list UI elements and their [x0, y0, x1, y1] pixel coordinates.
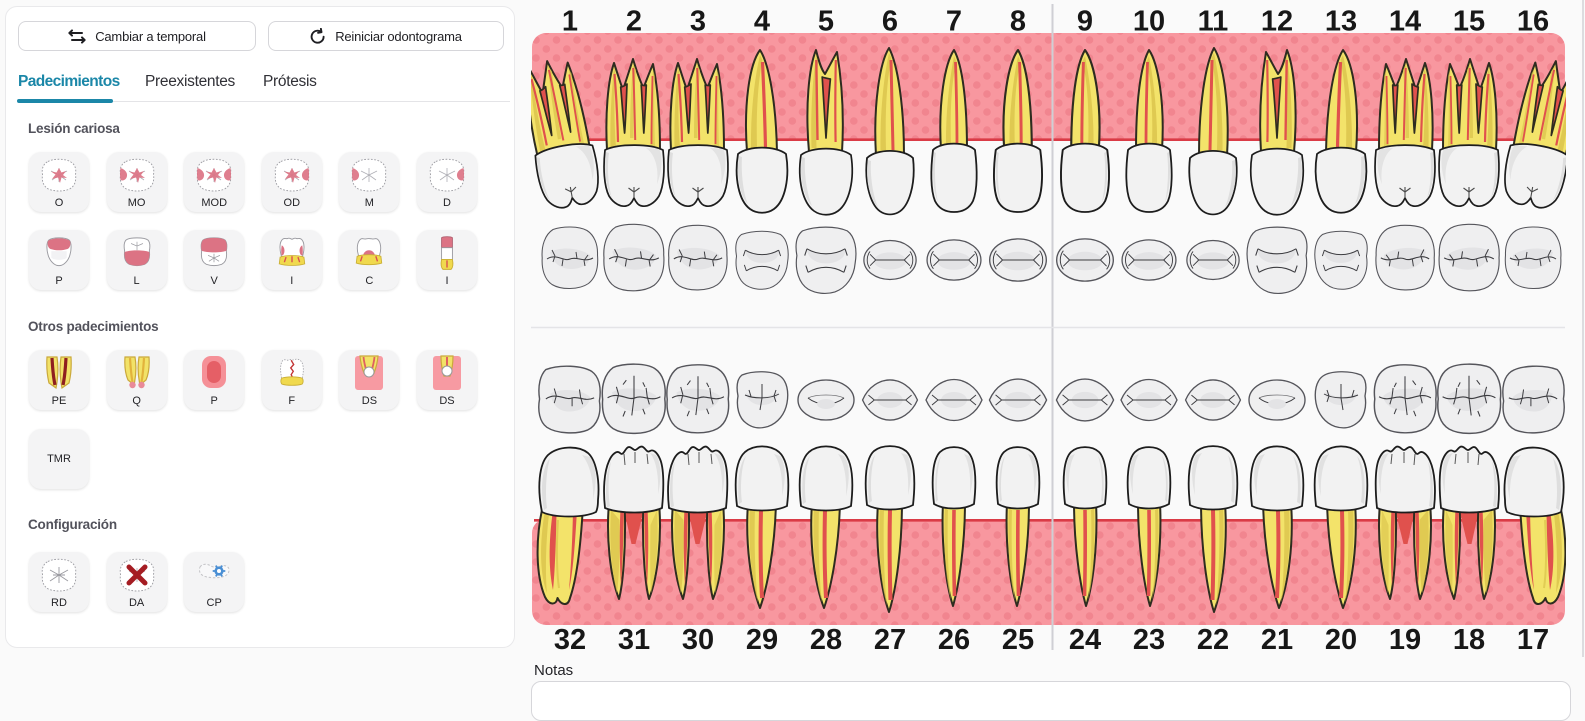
svg-text:21: 21	[1261, 624, 1293, 656]
svg-text:25: 25	[1002, 624, 1034, 656]
svg-text:22: 22	[1197, 624, 1229, 656]
svg-text:20: 20	[1325, 624, 1357, 656]
svg-text:2: 2	[626, 6, 642, 38]
svg-text:9: 9	[1077, 6, 1093, 38]
svg-text:1: 1	[562, 6, 578, 38]
svg-text:8: 8	[1010, 6, 1026, 38]
svg-text:7: 7	[946, 6, 962, 38]
svg-text:28: 28	[810, 624, 842, 656]
svg-text:12: 12	[1261, 6, 1293, 38]
svg-text:17: 17	[1517, 624, 1549, 656]
svg-text:32: 32	[554, 624, 586, 656]
svg-text:6: 6	[882, 6, 898, 38]
svg-text:31: 31	[618, 624, 650, 656]
svg-text:10: 10	[1133, 6, 1165, 38]
svg-text:4: 4	[754, 6, 770, 38]
svg-text:19: 19	[1389, 624, 1421, 656]
svg-text:26: 26	[938, 624, 970, 656]
svg-text:27: 27	[874, 624, 906, 656]
svg-text:5: 5	[818, 6, 834, 38]
svg-text:29: 29	[746, 624, 778, 656]
svg-text:30: 30	[682, 624, 714, 656]
svg-text:16: 16	[1517, 6, 1549, 38]
svg-text:15: 15	[1453, 6, 1485, 38]
svg-text:14: 14	[1389, 6, 1421, 38]
svg-text:18: 18	[1453, 624, 1485, 656]
svg-text:3: 3	[690, 6, 706, 38]
svg-text:13: 13	[1325, 6, 1357, 38]
svg-text:11: 11	[1198, 6, 1229, 38]
svg-text:23: 23	[1133, 624, 1165, 656]
svg-text:24: 24	[1069, 624, 1101, 656]
